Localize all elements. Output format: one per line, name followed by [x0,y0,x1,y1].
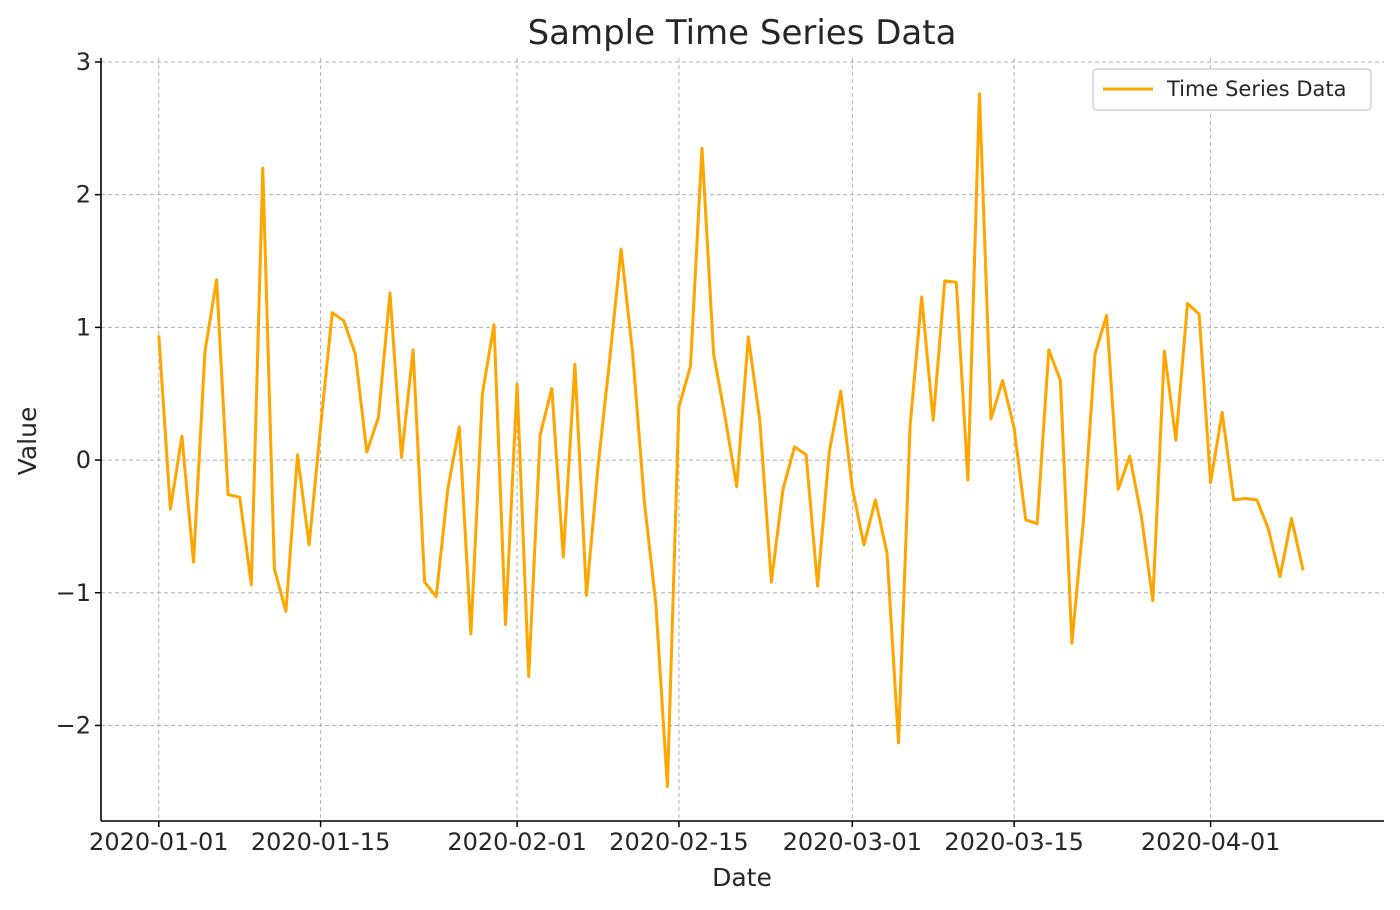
y-tick-label: 1 [76,313,91,341]
x-tick-label: 2020-04-01 [1141,828,1280,856]
y-tick-label: −2 [56,711,91,739]
plot-area [157,92,1305,788]
y-tick-label: 0 [76,446,91,474]
chart-title: Sample Time Series Data [528,13,957,53]
legend-box [1092,68,1372,111]
legend: Time Series Data [1092,68,1372,111]
ticks: 3 2 1 0 −1 −2 2020-01-01 2020-01-15 2020-02-01 20… [56,48,1281,856]
y-tick-label: −1 [56,579,91,607]
x-tick-label: 2020-02-01 [447,828,586,856]
grid-lines [101,58,1384,821]
series-line [157,92,1305,788]
x-axis-label: Date [712,863,772,892]
y-tick-label: 3 [76,48,91,76]
x-tick-label: 2020-01-01 [89,828,228,856]
x-tick-label: 2020-03-01 [783,828,922,856]
x-tick-label: 2020-03-15 [944,828,1083,856]
axes [100,58,1384,822]
y-tick-label: 2 [76,181,91,209]
legend-label: Time Series Data [1166,77,1346,101]
x-tick-label: 2020-01-15 [251,828,390,856]
x-tick-label: 2020-02-15 [609,828,748,856]
y-axis-label: Value [13,407,42,476]
